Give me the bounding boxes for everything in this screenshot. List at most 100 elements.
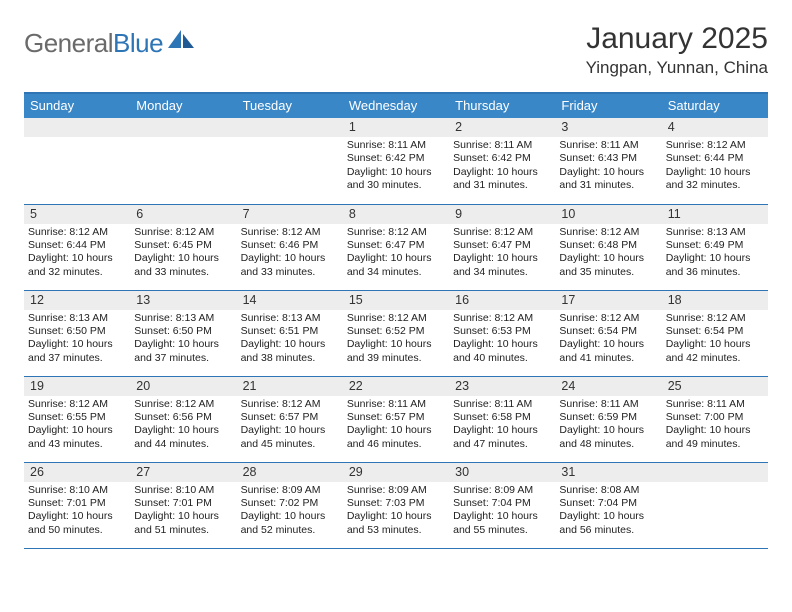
day-detail: Sunrise: 8:09 AMSunset: 7:02 PMDaylight:… <box>241 484 339 538</box>
calendar-cell: 9 Sunrise: 8:12 AMSunset: 6:47 PMDaylight… <box>449 204 555 290</box>
day-detail: Sunrise: 8:11 AMSunset: 7:00 PMDaylight:… <box>666 398 764 452</box>
day-number: 13 <box>130 291 236 310</box>
day-number: 24 <box>555 377 661 396</box>
day-detail: Sunrise: 8:12 AMSunset: 6:56 PMDaylight:… <box>134 398 232 452</box>
month-title: January 2025 <box>586 22 768 56</box>
day-header: Saturday <box>662 93 768 118</box>
calendar-cell: 5 Sunrise: 8:12 AMSunset: 6:44 PMDaylight… <box>24 204 130 290</box>
brand-name: GeneralBlue <box>24 28 163 59</box>
day-detail: Sunrise: 8:13 AMSunset: 6:49 PMDaylight:… <box>666 226 764 280</box>
location-subtitle: Yingpan, Yunnan, China <box>586 58 768 78</box>
day-number: 17 <box>555 291 661 310</box>
day-detail: Sunrise: 8:12 AMSunset: 6:44 PMDaylight:… <box>28 226 126 280</box>
calendar-cell <box>130 118 236 204</box>
day-header: Tuesday <box>237 93 343 118</box>
calendar-cell: 3Sunrise: 8:11 AMSunset: 6:43 PMDaylight… <box>555 118 661 204</box>
calendar-cell: 2Sunrise: 8:11 AMSunset: 6:42 PMDaylight… <box>449 118 555 204</box>
day-detail: Sunrise: 8:12 AMSunset: 6:46 PMDaylight:… <box>241 226 339 280</box>
calendar-cell: 26Sunrise: 8:10 AMSunset: 7:01 PMDayligh… <box>24 462 130 548</box>
day-detail: Sunrise: 8:12 AMSunset: 6:54 PMDaylight:… <box>559 312 657 366</box>
day-detail: Sunrise: 8:11 AMSunset: 6:58 PMDaylight:… <box>453 398 551 452</box>
calendar-cell: 1 Sunrise: 8:11 AMSunset: 6:42 PMDaylight… <box>343 118 449 204</box>
day-number <box>237 118 343 137</box>
day-detail: Sunrise: 8:10 AMSunset: 7:01 PMDaylight:… <box>28 484 126 538</box>
day-number: 11 <box>662 205 768 224</box>
day-header: Friday <box>555 93 661 118</box>
calendar-cell: 22 Sunrise: 8:11 AMSunset: 6:57 PMDayligh… <box>343 376 449 462</box>
day-number: 2 <box>449 118 555 137</box>
day-detail: Sunrise: 8:08 AMSunset: 7:04 PMDaylight:… <box>559 484 657 538</box>
calendar-cell: 30 Sunrise: 8:09 AMSunset: 7:04 PMDayligh… <box>449 462 555 548</box>
day-number: 29 <box>343 463 449 482</box>
calendar-week-row: 26Sunrise: 8:10 AMSunset: 7:01 PMDayligh… <box>24 462 768 548</box>
calendar-cell: 12Sunrise: 8:13 AMSunset: 6:50 PMDayligh… <box>24 290 130 376</box>
day-detail: Sunrise: 8:12 AMSunset: 6:55 PMDaylight:… <box>28 398 126 452</box>
calendar-cell: 4Sunrise: 8:12 AMSunset: 6:44 PMDaylight… <box>662 118 768 204</box>
day-detail: Sunrise: 8:12 AMSunset: 6:53 PMDaylight:… <box>453 312 551 366</box>
day-number: 15 <box>343 291 449 310</box>
brand-part2: Blue <box>113 28 163 58</box>
calendar-cell: 23 Sunrise: 8:11 AMSunset: 6:58 PMDayligh… <box>449 376 555 462</box>
day-number: 14 <box>237 291 343 310</box>
calendar-cell: 27 Sunrise: 8:10 AMSunset: 7:01 PMDayligh… <box>130 462 236 548</box>
day-detail: Sunrise: 8:09 AMSunset: 7:04 PMDaylight:… <box>453 484 551 538</box>
title-block: January 2025 Yingpan, Yunnan, China <box>586 22 768 78</box>
day-number: 7 <box>237 205 343 224</box>
calendar-cell <box>237 118 343 204</box>
day-number: 21 <box>237 377 343 396</box>
day-detail: Sunrise: 8:12 AMSunset: 6:52 PMDaylight:… <box>347 312 445 366</box>
day-detail: Sunrise: 8:11 AMSunset: 6:57 PMDaylight:… <box>347 398 445 452</box>
day-detail: Sunrise: 8:13 AMSunset: 6:51 PMDaylight:… <box>241 312 339 366</box>
day-number: 8 <box>343 205 449 224</box>
day-number <box>24 118 130 137</box>
day-number: 27 <box>130 463 236 482</box>
calendar-cell: 18Sunrise: 8:12 AMSunset: 6:54 PMDayligh… <box>662 290 768 376</box>
page-header: GeneralBlue January 2025 Yingpan, Yunnan… <box>24 22 768 78</box>
day-detail: Sunrise: 8:11 AMSunset: 6:42 PMDaylight:… <box>347 139 445 193</box>
day-detail: Sunrise: 8:12 AMSunset: 6:47 PMDaylight:… <box>347 226 445 280</box>
calendar-cell: 16 Sunrise: 8:12 AMSunset: 6:53 PMDayligh… <box>449 290 555 376</box>
day-number: 9 <box>449 205 555 224</box>
day-detail: Sunrise: 8:10 AMSunset: 7:01 PMDaylight:… <box>134 484 232 538</box>
calendar-cell: 20 Sunrise: 8:12 AMSunset: 6:56 PMDayligh… <box>130 376 236 462</box>
day-number: 5 <box>24 205 130 224</box>
calendar-week-row: 5 Sunrise: 8:12 AMSunset: 6:44 PMDaylight… <box>24 204 768 290</box>
day-number <box>662 463 768 482</box>
day-number: 1 <box>343 118 449 137</box>
day-number: 22 <box>343 377 449 396</box>
day-detail: Sunrise: 8:12 AMSunset: 6:54 PMDaylight:… <box>666 312 764 366</box>
calendar-cell: 24Sunrise: 8:11 AMSunset: 6:59 PMDayligh… <box>555 376 661 462</box>
day-number: 31 <box>555 463 661 482</box>
day-detail: Sunrise: 8:13 AMSunset: 6:50 PMDaylight:… <box>28 312 126 366</box>
day-header: Sunday <box>24 93 130 118</box>
day-detail: Sunrise: 8:12 AMSunset: 6:57 PMDaylight:… <box>241 398 339 452</box>
calendar-cell: 29 Sunrise: 8:09 AMSunset: 7:03 PMDayligh… <box>343 462 449 548</box>
calendar-cell: 14 Sunrise: 8:13 AMSunset: 6:51 PMDayligh… <box>237 290 343 376</box>
day-detail: Sunrise: 8:12 AMSunset: 6:44 PMDaylight:… <box>666 139 764 193</box>
day-number: 3 <box>555 118 661 137</box>
calendar-cell: 17 Sunrise: 8:12 AMSunset: 6:54 PMDayligh… <box>555 290 661 376</box>
calendar-body: 1 Sunrise: 8:11 AMSunset: 6:42 PMDaylight… <box>24 118 768 548</box>
sail-icon <box>168 30 196 55</box>
day-number: 19 <box>24 377 130 396</box>
brand-part1: General <box>24 28 113 58</box>
calendar-week-row: 12Sunrise: 8:13 AMSunset: 6:50 PMDayligh… <box>24 290 768 376</box>
calendar-cell: 21 Sunrise: 8:12 AMSunset: 6:57 PMDayligh… <box>237 376 343 462</box>
day-detail: Sunrise: 8:13 AMSunset: 6:50 PMDaylight:… <box>134 312 232 366</box>
calendar-cell: 15 Sunrise: 8:12 AMSunset: 6:52 PMDayligh… <box>343 290 449 376</box>
calendar-cell: 28Sunrise: 8:09 AMSunset: 7:02 PMDayligh… <box>237 462 343 548</box>
calendar-header-row: SundayMondayTuesdayWednesdayThursdayFrid… <box>24 93 768 118</box>
calendar-cell: 10Sunrise: 8:12 AMSunset: 6:48 PMDayligh… <box>555 204 661 290</box>
calendar-cell <box>24 118 130 204</box>
calendar-page: GeneralBlue January 2025 Yingpan, Yunnan… <box>0 0 792 549</box>
day-number: 25 <box>662 377 768 396</box>
day-number: 23 <box>449 377 555 396</box>
day-detail: Sunrise: 8:09 AMSunset: 7:03 PMDaylight:… <box>347 484 445 538</box>
day-number: 16 <box>449 291 555 310</box>
day-number: 30 <box>449 463 555 482</box>
calendar-table: SundayMondayTuesdayWednesdayThursdayFrid… <box>24 92 768 549</box>
calendar-cell: 13 Sunrise: 8:13 AMSunset: 6:50 PMDayligh… <box>130 290 236 376</box>
day-number: 20 <box>130 377 236 396</box>
day-detail: Sunrise: 8:12 AMSunset: 6:45 PMDaylight:… <box>134 226 232 280</box>
day-detail: Sunrise: 8:12 AMSunset: 6:47 PMDaylight:… <box>453 226 551 280</box>
